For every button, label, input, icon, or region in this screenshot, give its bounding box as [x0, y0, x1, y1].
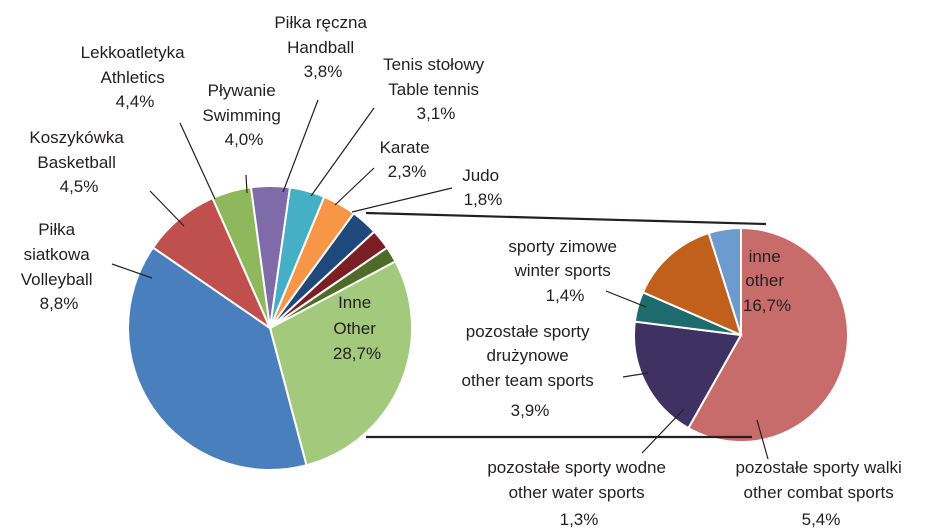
label-swimming: Pływanie Swimming 4,0%: [202, 81, 285, 149]
sub-slice-other-combat-sports: [633, 320, 743, 430]
sub-slice-other: [686, 226, 849, 443]
label-table-tennis: Tenis stołowy Table tennis 3,1%: [383, 55, 489, 123]
leader-line-swimming: [245, 174, 248, 194]
label-water-sports: pozostałe sporty wodne other water sport…: [487, 458, 670, 528]
label-karate: Karate 2,3%: [380, 138, 435, 181]
leader-line-basketball: [149, 190, 185, 227]
main-slice-judo: [269, 246, 397, 329]
label-volleyball: Piłka siatkowa Volleyball 8,8%: [21, 220, 98, 313]
label-handball: Piłka ręczna Handball 3,8%: [274, 13, 371, 81]
leader-line-volleyball: [111, 263, 153, 279]
connector-line-top: [365, 211, 767, 226]
breakout-pie: [633, 226, 849, 443]
leader-line-team: [622, 372, 649, 378]
main-pie: [127, 185, 413, 471]
label-basketball: Koszykówka Basketball 4,5%: [29, 128, 128, 196]
leader-line-karate: [334, 167, 375, 206]
label-judo: Judo 1,8%: [462, 166, 504, 209]
leader-line-combat: [756, 419, 769, 460]
label-athletics: Lekkoatletyka Athletics 4,4%: [81, 43, 190, 111]
main-slice-other: [268, 259, 413, 467]
label-combat-sports: pozostałe sporty walki other combat spor…: [735, 458, 906, 528]
leader-line-water: [641, 408, 685, 454]
label-winter-sports: sporty zimowe winter sports 1,4%: [508, 237, 621, 305]
leader-line-handball: [282, 99, 319, 193]
sub-slice-winter-sports: [707, 226, 742, 336]
leader-line-athletics: [179, 122, 216, 200]
leader-line-judo: [351, 187, 453, 213]
label-inne: Inne Other 28,7%: [333, 293, 381, 363]
label-sub-inne: inne other 16,7%: [743, 247, 791, 315]
leader-line-table-tennis: [310, 107, 375, 197]
leader-line-winter: [605, 290, 647, 308]
label-team-sports: pozostałe sporty drużynowe other team sp…: [461, 322, 598, 420]
main-slice-segment-1: [127, 246, 308, 471]
